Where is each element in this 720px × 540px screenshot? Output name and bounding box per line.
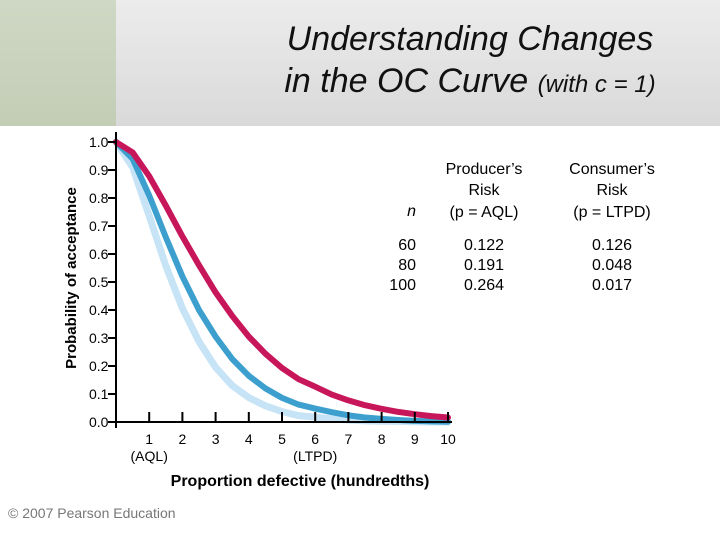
y-tick-label: 0.6: [89, 246, 109, 262]
title-line-1: Understanding Changes: [286, 20, 654, 58]
x-tick-sublabel: (AQL): [131, 448, 168, 464]
x-tick-label: 4: [245, 431, 253, 447]
x-tick-label: 8: [378, 431, 386, 447]
y-tick-label: 0.9: [89, 162, 109, 178]
y-tick-label: 0.4: [89, 302, 109, 318]
table-header-producer-2: Risk: [468, 182, 500, 199]
oc-curve-n-60: [113, 139, 451, 421]
oc-curve-n-80: [113, 139, 451, 425]
y-tick-label: 0.2: [89, 358, 109, 374]
table-cell-n: 100: [389, 277, 416, 294]
title-line-2-sub: (with c = 1): [537, 71, 656, 98]
y-axis-label: Probability of acceptance: [63, 187, 80, 369]
x-tick-label: 5: [278, 431, 286, 447]
title-line-2-main: in the OC Curve: [284, 62, 529, 100]
table-cell-consumer: 0.048: [591, 257, 633, 274]
y-tick-label: 0.1: [89, 386, 109, 402]
y-tick-label: 0.7: [89, 218, 109, 234]
table-header-consumer-1: Consumer’s: [569, 161, 655, 178]
x-tick-label: 10: [440, 431, 456, 447]
x-axis-label: Proportion defective (hundredths): [171, 473, 430, 490]
x-tick-label: 3: [212, 431, 220, 447]
table-header-n: n: [407, 203, 416, 220]
header-background-gray: [116, 0, 720, 126]
chart-axes: 0.0 0.1 0.2 0.3 0.4 0.5 0.6 0.7 0.8 0.9 1.0 1 2 3 4 5 6 7…: [89, 132, 456, 464]
page-title: Understanding Changes in the OC Curve (w…: [0, 18, 720, 106]
x-tick-label: 9: [411, 431, 419, 447]
table-header-consumer-3: (p = LTPD): [573, 204, 651, 221]
table-header-consumer-2: Risk: [596, 182, 628, 199]
risk-table: n Producer’s Risk (p = AQL) Consumer’s R…: [316, 152, 692, 315]
table-cell-n: 60: [398, 237, 416, 254]
y-tick-label: 0.5: [89, 274, 109, 290]
x-tick-label: 1: [145, 431, 153, 447]
x-tick-label: 6: [311, 431, 319, 447]
x-tick-label: 7: [345, 431, 353, 447]
table-header-producer-3: (p = AQL): [449, 204, 519, 221]
y-tick-label: 1.0: [89, 134, 109, 150]
table-cell-producer: 0.191: [463, 257, 505, 274]
table-cell-producer: 0.264: [463, 277, 505, 294]
y-tick-label: 0.3: [89, 330, 109, 346]
table-cell-consumer: 0.126: [591, 237, 633, 254]
y-tick-label: 0.8: [89, 190, 109, 206]
table-cell-consumer: 0.017: [591, 277, 633, 294]
title-line-2: in the OC Curve (with c = 1): [220, 60, 720, 106]
table-cell-n: 80: [398, 257, 416, 274]
table-header-producer-1: Producer’s: [445, 161, 523, 178]
table-cell-producer: 0.122: [463, 237, 505, 254]
x-tick-label: 2: [179, 431, 187, 447]
x-tick-sublabel: (LTPD): [293, 448, 337, 464]
copyright-footer: © 2007 Pearson Education: [8, 505, 176, 521]
y-tick-label: 0.0: [89, 414, 109, 430]
